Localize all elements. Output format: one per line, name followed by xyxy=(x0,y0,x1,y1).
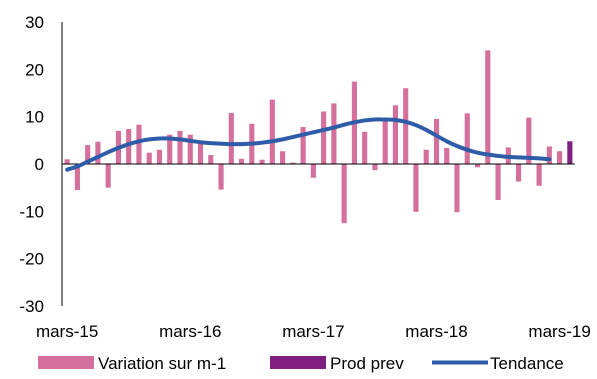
x-tick-label: mars-18 xyxy=(405,322,467,341)
bar-variation xyxy=(362,131,368,164)
bar-variation xyxy=(557,151,563,164)
y-tick-label: 30 xyxy=(25,13,44,32)
y-tick-label: 20 xyxy=(25,60,44,79)
bar-variation xyxy=(126,128,132,164)
bar-variation xyxy=(95,141,101,164)
x-tick-labels: mars-15 mars-16 mars-17 mars-18 mars-19 xyxy=(36,322,591,341)
bar-variation xyxy=(536,164,542,186)
x-tick-label: mars-17 xyxy=(282,322,344,341)
bar-variation xyxy=(310,164,316,178)
legend-label-tendance: Tendance xyxy=(490,354,564,373)
legend-label-variation: Variation sur m-1 xyxy=(98,354,226,373)
bar-variation xyxy=(526,117,532,164)
bar-variation xyxy=(85,145,91,164)
bar-variation xyxy=(341,164,347,224)
bar-variation xyxy=(444,147,450,164)
bar-variation xyxy=(495,164,501,200)
legend-label-prod-prev: Prod prev xyxy=(330,354,404,373)
axis-layer xyxy=(61,22,575,306)
y-tick-label: -10 xyxy=(19,202,44,221)
bar-variation xyxy=(372,164,378,171)
bar-variation xyxy=(238,158,245,164)
bar-variation xyxy=(423,149,429,164)
x-tick-label: mars-15 xyxy=(36,322,98,341)
bar-variation xyxy=(64,159,70,164)
bar-variation xyxy=(259,159,265,164)
bar-variation xyxy=(485,50,491,164)
bar-variation xyxy=(208,155,214,164)
bar-variation xyxy=(197,143,204,164)
bar-variation xyxy=(300,127,306,164)
bar-variation xyxy=(403,88,409,164)
bar-variation xyxy=(146,152,152,164)
trend-line xyxy=(65,117,552,172)
legend: Variation sur m-1 Prod prev Tendance xyxy=(38,354,564,373)
bar-variation xyxy=(392,105,399,164)
y-tick-label: -30 xyxy=(19,297,44,316)
bar-variation xyxy=(167,134,173,164)
legend-swatch-prod-prev xyxy=(270,356,326,369)
bar-variation xyxy=(280,151,286,164)
bar-variation xyxy=(136,124,142,164)
bar-variation xyxy=(516,164,522,182)
y-tick-label: 10 xyxy=(25,108,44,127)
bar-variation xyxy=(177,130,183,164)
bar-variation xyxy=(321,111,327,164)
bar-variation xyxy=(454,164,460,213)
x-tick-label: mars-19 xyxy=(528,322,590,341)
bar-prod-prev xyxy=(567,141,573,164)
trend-line-layer xyxy=(65,117,552,172)
bar-variation xyxy=(228,112,234,164)
bar-variation xyxy=(331,103,337,164)
x-tick-label: mars-16 xyxy=(159,322,221,341)
bar-variation xyxy=(382,121,388,164)
y-tick-label: -20 xyxy=(19,250,44,269)
bar-variation xyxy=(156,149,163,164)
bar-variation xyxy=(218,164,224,190)
bar-variation xyxy=(413,164,419,212)
bar-variation xyxy=(290,162,296,164)
bar-variation xyxy=(546,146,552,164)
bar-variation xyxy=(474,164,481,168)
legend-swatch-variation xyxy=(38,356,94,369)
bar-variation xyxy=(433,119,440,164)
bar-variation xyxy=(464,113,470,164)
y-tick-labels: -30 -20 -10 0 10 20 30 xyxy=(19,13,44,316)
bar-variation xyxy=(105,164,111,188)
bar-variation xyxy=(74,164,80,191)
bar-variation xyxy=(187,134,193,164)
bar-variation xyxy=(269,99,275,164)
bars-layer xyxy=(64,50,573,224)
y-tick-label: 0 xyxy=(35,155,44,174)
